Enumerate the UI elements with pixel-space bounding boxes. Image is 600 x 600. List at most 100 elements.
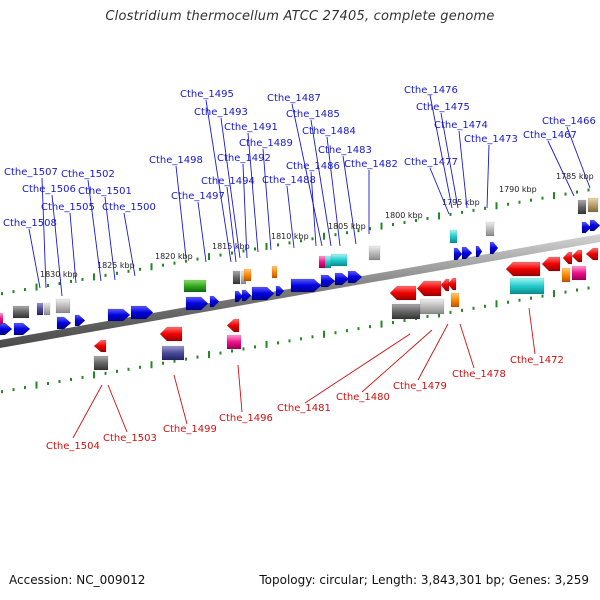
accession-text: Accession: NC_009012 [9, 573, 146, 587]
gene-box [232, 270, 241, 285]
forward-leader-lines [28, 94, 591, 297]
leader-line [310, 119, 332, 247]
gene-label-forward[interactable]: Cthe_1501 [78, 186, 132, 197]
gene-label-reverse[interactable]: Cthe_1481 [277, 403, 331, 414]
gene-arrow [74, 314, 86, 327]
gene-label-reverse[interactable]: Cthe_1496 [219, 413, 273, 424]
gene-arrow [209, 295, 220, 308]
gene-label-forward[interactable]: Cthe_1485 [286, 109, 340, 120]
gene-label-reverse[interactable]: Cthe_1479 [393, 381, 447, 392]
tick-mark [587, 286, 590, 290]
tick-mark [300, 239, 302, 243]
gene-arrow [447, 277, 457, 291]
gene-label-forward[interactable]: Cthe_1507 [4, 167, 58, 178]
tick-mark [116, 369, 118, 373]
gene-label-forward[interactable]: Cthe_1473 [464, 134, 518, 145]
tick-mark [288, 241, 291, 245]
gene-box [12, 305, 30, 319]
gene-label-forward[interactable]: Cthe_1497 [171, 191, 225, 202]
gene-box [391, 303, 421, 320]
tick-mark [449, 212, 452, 216]
gene-arrow [475, 245, 483, 258]
tick-mark [426, 216, 429, 220]
gene-label-reverse[interactable]: Cthe_1480 [336, 392, 390, 403]
tick-mark [311, 237, 314, 241]
gene-box [449, 229, 458, 244]
gene-arrow [107, 308, 131, 322]
gene-label-forward[interactable]: Cthe_1466 [542, 116, 596, 127]
tick-mark [81, 277, 84, 281]
kbp-label: 1805 kbp [328, 222, 366, 231]
gene-label-forward[interactable]: Cthe_1475 [416, 102, 470, 113]
gene-label-forward[interactable]: Cthe_1492 [217, 153, 271, 164]
leader-line [286, 185, 295, 249]
gene-label-forward[interactable]: Cthe_1502 [61, 169, 115, 180]
gene-label-forward[interactable]: Cthe_1491 [224, 122, 278, 133]
gene-label-forward[interactable]: Cthe_1488 [262, 175, 316, 186]
gene-arrow [453, 247, 463, 261]
gene-box [330, 253, 348, 267]
tick-mark [288, 339, 291, 343]
gene-arrow [226, 318, 240, 333]
gene-label-forward[interactable]: Cthe_1493 [194, 107, 248, 118]
gene-label-forward[interactable]: Cthe_1498 [149, 155, 203, 166]
leader-line [87, 179, 102, 282]
leader-line [440, 112, 459, 209]
gene-label-forward[interactable]: Cthe_1484 [302, 126, 356, 137]
gene-label-reverse[interactable]: Cthe_1499 [163, 424, 217, 435]
reverse-leader-lines [72, 307, 536, 439]
gene-box [324, 255, 332, 269]
tick-mark [587, 188, 590, 192]
gene-label-reverse[interactable]: Cthe_1503 [103, 433, 157, 444]
tick-mark [403, 319, 406, 323]
gene-box [368, 245, 381, 261]
leader-line [361, 329, 433, 393]
gene-label-forward[interactable]: Cthe_1505 [41, 202, 95, 213]
gene-box [55, 298, 71, 314]
tick-mark-major [35, 283, 38, 291]
tick-mark [24, 386, 26, 390]
gene-label-forward[interactable]: Cthe_1500 [102, 202, 156, 213]
gene-label-reverse[interactable]: Cthe_1504 [46, 441, 100, 452]
leader-line [304, 333, 411, 404]
gene-arrow [251, 286, 275, 301]
tick-mark-major [553, 192, 555, 200]
gene-label-forward[interactable]: Cthe_1508 [3, 218, 57, 229]
forward-gene-boxes [12, 197, 599, 319]
tick-mark [472, 208, 475, 212]
gene-label-forward[interactable]: Cthe_1494 [201, 176, 255, 187]
gene-box [93, 355, 109, 371]
tick-mark [484, 206, 486, 210]
gene-label-forward[interactable]: Cthe_1486 [286, 161, 340, 172]
tick-mark [173, 359, 176, 363]
gene-label-forward[interactable]: Cthe_1477 [404, 157, 458, 168]
gene-label-forward[interactable]: Cthe_1489 [239, 138, 293, 149]
tick-mark [116, 271, 118, 275]
tick-mark [1, 292, 3, 296]
leader-line [226, 186, 237, 263]
gene-label-forward[interactable]: Cthe_1495 [180, 89, 234, 100]
tick-mark [47, 382, 49, 386]
gene-box [43, 302, 51, 316]
gene-arrow [541, 256, 561, 272]
leader-line [107, 384, 128, 433]
gene-box [571, 265, 587, 281]
gene-label-forward[interactable]: Cthe_1487 [267, 93, 321, 104]
tick-mark-major [265, 242, 268, 250]
gene-box [450, 292, 460, 308]
gene-arrow [505, 261, 541, 277]
tick-mark [392, 321, 394, 325]
tick-mark-major [150, 361, 153, 369]
leader-line [205, 99, 232, 263]
gene-label-forward[interactable]: Cthe_1474 [434, 120, 488, 131]
gene-label-forward[interactable]: Cthe_1467 [523, 130, 577, 141]
kbp-label: 1795 kbp [442, 198, 480, 207]
gene-label-forward[interactable]: Cthe_1506 [22, 184, 76, 195]
gene-label-forward[interactable]: Cthe_1476 [404, 85, 458, 96]
gene-label-forward[interactable]: Cthe_1483 [318, 145, 372, 156]
gene-label-reverse[interactable]: Cthe_1478 [452, 369, 506, 380]
tick-mark [185, 357, 187, 361]
gene-label-forward[interactable]: Cthe_1482 [344, 159, 398, 170]
gene-label-reverse[interactable]: Cthe_1472 [510, 355, 564, 366]
